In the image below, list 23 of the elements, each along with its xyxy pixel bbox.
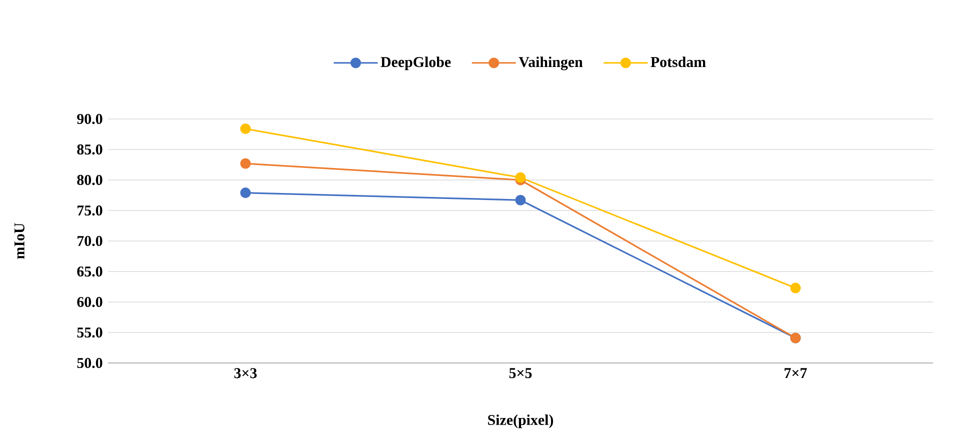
point	[240, 158, 251, 169]
y-tick-label: 75.0	[78, 205, 102, 216]
point	[515, 194, 526, 206]
x-tick-label: 7×7	[784, 368, 807, 378]
point	[240, 123, 251, 134]
y-tick-label: 70.0	[78, 236, 102, 246]
x-tick-label: 5×5	[509, 368, 532, 378]
legend-label: DeepGlobe	[380, 56, 451, 70]
point	[240, 187, 251, 198]
x-axis-title: Size(pixel)	[488, 414, 554, 428]
y-tick-label: 50.0	[77, 358, 102, 368]
legend-label: Vaihingen	[518, 56, 583, 70]
legend-label: Potsdam	[650, 56, 706, 68]
y-tick-label: 80.0	[77, 174, 102, 186]
point	[515, 172, 526, 183]
y-tick-label: 55.0	[77, 327, 102, 338]
point	[790, 282, 801, 294]
y-axis-title: mIoU	[14, 223, 24, 259]
y-tick-label: 90.0	[77, 114, 102, 124]
y-tick-label: 65.0	[77, 266, 102, 277]
x-tick-label: 3×3	[234, 368, 257, 378]
y-tick-label: 85.0	[77, 144, 102, 155]
y-tick-label: 60.0	[77, 296, 102, 308]
